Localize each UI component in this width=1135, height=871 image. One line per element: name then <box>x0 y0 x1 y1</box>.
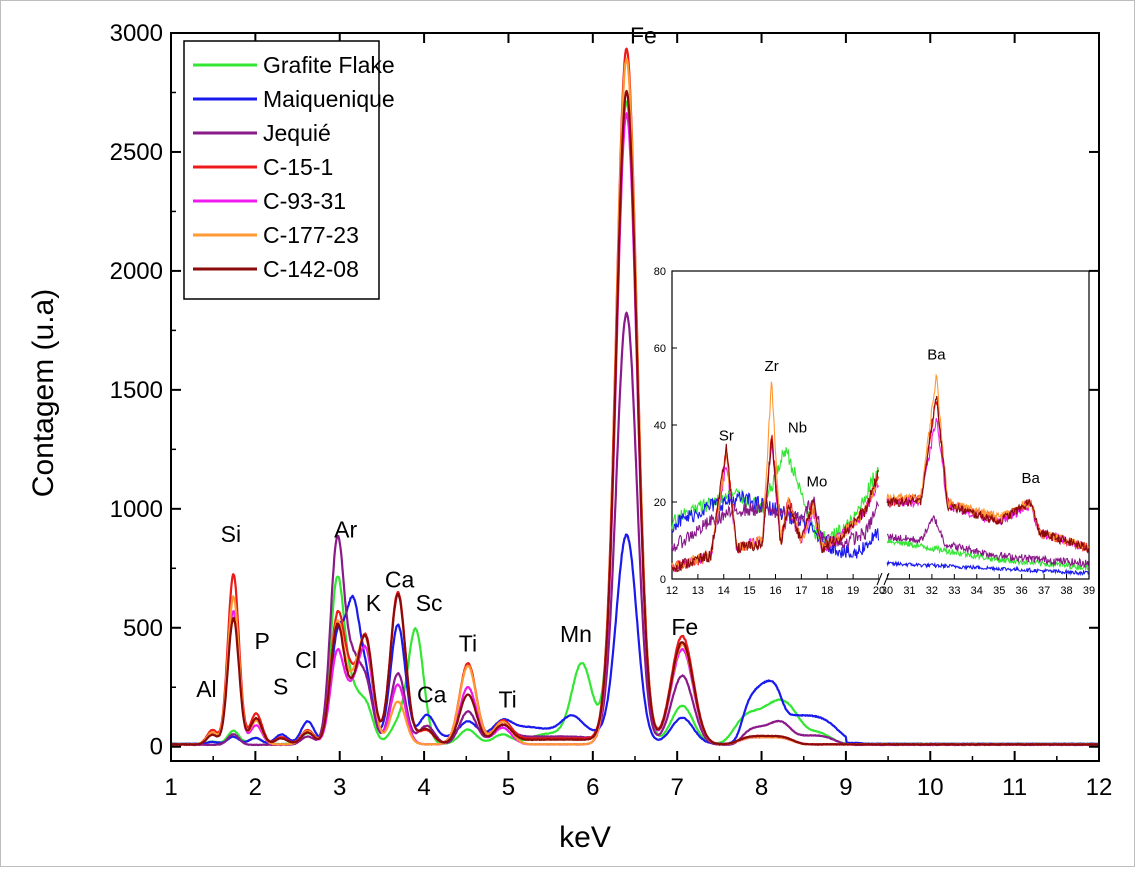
x-tick-label: 11 <box>1002 774 1027 801</box>
inset-series-line <box>671 496 880 552</box>
x-tick-label: 10 <box>917 774 944 801</box>
x-tick-label: 1 <box>164 774 177 801</box>
x-tick-label: 9 <box>839 774 852 801</box>
legend-label: Maiquenique <box>263 86 395 112</box>
inset-series-line <box>886 515 1089 568</box>
inset-y-tick-label: 60 <box>654 343 666 355</box>
inset-peak-label: Zr <box>765 358 779 375</box>
y-tick-label: 1500 <box>110 377 163 404</box>
x-axis-label: keV <box>559 821 611 854</box>
peak-label: S <box>273 673 288 699</box>
peak-label: Ca <box>385 566 415 592</box>
y-tick-label: 1000 <box>110 496 163 523</box>
x-tick-label: 7 <box>671 774 684 801</box>
legend-label: Grafite Flake <box>263 52 395 78</box>
inset-x-tick-label: 16 <box>769 585 781 597</box>
y-tick-label: 2000 <box>110 258 163 285</box>
inset-y-tick-label: 40 <box>654 420 666 432</box>
x-tick-label: 5 <box>502 774 515 801</box>
inset-peak-label: Sr <box>719 427 734 444</box>
peak-label: Mn <box>560 621 592 647</box>
x-tick-label: 8 <box>755 774 768 801</box>
peak-label: Fe <box>630 23 657 49</box>
peak-label: Ca <box>417 682 447 708</box>
inset-x-tick-label: 32 <box>926 585 938 597</box>
axis-break-mark <box>883 572 890 586</box>
inset-x-tick-label: 33 <box>948 585 960 597</box>
peak-label: Si <box>221 521 241 547</box>
peak-label: P <box>254 628 269 654</box>
inset-series-line <box>886 559 1089 577</box>
inset-x-tick-label: 38 <box>1060 585 1072 597</box>
inset-x-tick-label: 15 <box>744 585 756 597</box>
legend-label: C-15-1 <box>263 154 333 180</box>
peak-label: K <box>366 590 382 616</box>
legend-box <box>183 40 380 300</box>
peak-label: Ar <box>334 516 357 542</box>
x-tick-label: 4 <box>417 774 430 801</box>
legend-label: C-177-23 <box>263 222 359 248</box>
peak-label: Sc <box>416 590 443 616</box>
legend-label: C-93-31 <box>263 188 346 214</box>
inset-peak-label: Nb <box>788 420 807 437</box>
inset-peak-label: Mo <box>806 474 827 491</box>
inset-y-tick-label: 20 <box>654 497 666 509</box>
inset-series-line <box>671 438 879 573</box>
peak-label: Ti <box>498 686 516 712</box>
inset-y-tick-label: 80 <box>654 266 666 278</box>
axis-break-mark <box>876 572 883 586</box>
y-tick-label: 3000 <box>110 20 163 47</box>
inset-x-tick-label: 37 <box>1038 585 1050 597</box>
inset-x-tick-label: 18 <box>821 585 833 597</box>
inset-x-tick-label: 39 <box>1083 585 1095 597</box>
inset-x-tick-label: 31 <box>903 585 915 597</box>
legend-label: C-142-08 <box>263 256 359 282</box>
peak-label: Fe <box>671 614 698 640</box>
inset-x-tick-label: 20 <box>873 585 885 597</box>
inset-x-tick-label: 14 <box>718 585 730 597</box>
inset-frame <box>671 270 1090 580</box>
inset-series-line <box>671 491 880 559</box>
inset-x-tick-label: 34 <box>971 585 983 597</box>
inset-series-line <box>886 395 1089 554</box>
x-tick-label: 6 <box>586 774 599 801</box>
y-axis-label: Contagem (u.a) <box>27 289 60 497</box>
inset-peak-label: Ba <box>1021 470 1040 487</box>
legend-label: Jequié <box>263 120 331 146</box>
x-tick-label: 3 <box>333 774 346 801</box>
x-tick-label: 12 <box>1086 774 1113 801</box>
inset-x-tick-label: 19 <box>847 585 859 597</box>
axis-break-gap <box>879 573 887 585</box>
peak-label: Al <box>196 676 216 702</box>
series-line <box>170 89 1100 746</box>
inset-x-tick-label: 36 <box>1016 585 1028 597</box>
peak-label: Ti <box>459 631 477 657</box>
inset-x-tick-label: 30 <box>881 585 893 597</box>
peak-label: Cl <box>295 647 317 673</box>
y-tick-label: 500 <box>123 615 163 642</box>
x-tick-label: 2 <box>249 774 262 801</box>
inset-x-tick-label: 17 <box>795 585 807 597</box>
y-tick-label: 2500 <box>110 139 163 166</box>
y-tick-label: 0 <box>150 734 163 761</box>
inset-y-tick-label: 0 <box>660 574 666 586</box>
inset-x-tick-label: 12 <box>666 585 678 597</box>
inset-x-tick-label: 35 <box>993 585 1005 597</box>
inset-peak-label: Ba <box>927 347 946 364</box>
inset-x-tick-label: 13 <box>692 585 704 597</box>
